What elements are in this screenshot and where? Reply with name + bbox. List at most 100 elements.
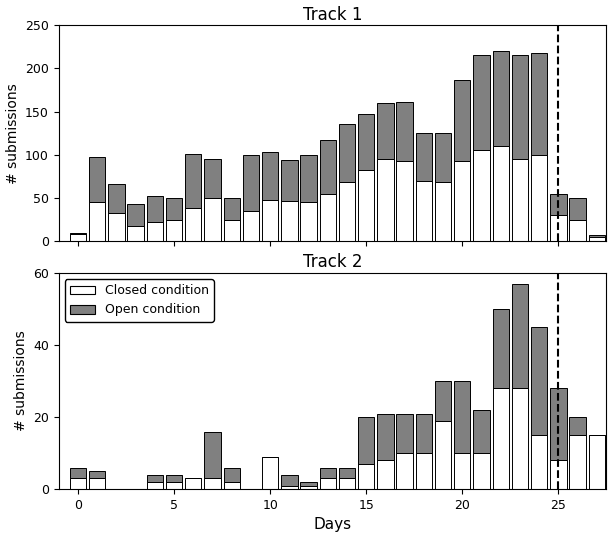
Bar xyxy=(416,414,432,453)
Bar xyxy=(243,211,259,241)
Bar xyxy=(589,235,605,237)
Bar xyxy=(589,237,605,241)
Bar xyxy=(435,182,451,241)
Bar xyxy=(319,468,336,478)
Bar xyxy=(127,204,144,226)
Bar xyxy=(70,235,86,241)
Bar xyxy=(339,478,355,489)
Bar xyxy=(493,51,509,146)
Bar xyxy=(223,468,240,482)
Legend: Closed condition, Open condition: Closed condition, Open condition xyxy=(65,279,214,322)
Bar xyxy=(473,151,490,241)
Bar xyxy=(454,81,471,161)
Bar xyxy=(473,410,490,453)
Bar xyxy=(454,161,471,241)
Bar xyxy=(147,222,163,241)
Bar xyxy=(223,220,240,241)
Bar xyxy=(262,152,278,200)
Bar xyxy=(416,181,432,241)
Bar xyxy=(147,475,163,482)
Bar xyxy=(531,435,547,489)
Bar xyxy=(550,215,567,241)
Bar xyxy=(531,155,547,241)
Bar xyxy=(204,198,221,241)
Bar xyxy=(185,208,201,241)
Bar xyxy=(435,381,451,421)
Bar xyxy=(512,55,528,159)
Bar xyxy=(569,417,586,435)
Bar xyxy=(300,482,317,486)
Bar xyxy=(319,478,336,489)
Bar xyxy=(550,461,567,489)
Bar xyxy=(204,478,221,489)
Bar xyxy=(339,468,355,478)
Bar xyxy=(377,414,394,461)
Bar xyxy=(281,160,297,201)
Bar xyxy=(339,182,355,241)
Y-axis label: # submissions: # submissions xyxy=(6,83,20,183)
Bar xyxy=(243,155,259,211)
Bar xyxy=(300,155,317,202)
Bar xyxy=(377,103,394,159)
Bar xyxy=(166,482,182,489)
Bar xyxy=(147,482,163,489)
Bar xyxy=(89,158,105,202)
Bar xyxy=(435,133,451,182)
Bar xyxy=(512,284,528,388)
Bar xyxy=(281,201,297,241)
Bar xyxy=(204,159,221,198)
Bar xyxy=(397,453,413,489)
Bar xyxy=(493,388,509,489)
Bar xyxy=(185,154,201,208)
Bar xyxy=(377,461,394,489)
Bar xyxy=(262,457,278,489)
Bar xyxy=(473,453,490,489)
Bar xyxy=(416,453,432,489)
Bar xyxy=(339,124,355,182)
Bar xyxy=(358,171,375,241)
Bar xyxy=(416,133,432,181)
Bar xyxy=(358,417,375,464)
Bar xyxy=(70,468,86,478)
Bar xyxy=(493,309,509,388)
Bar xyxy=(454,453,471,489)
Bar xyxy=(166,220,182,241)
Bar xyxy=(435,421,451,489)
Title: Track 2: Track 2 xyxy=(303,253,362,272)
Bar xyxy=(70,478,86,489)
Bar xyxy=(89,471,105,478)
Bar xyxy=(397,161,413,241)
Bar xyxy=(550,388,567,461)
Bar xyxy=(70,232,86,235)
Bar xyxy=(89,202,105,241)
Bar xyxy=(281,486,297,489)
Bar xyxy=(89,478,105,489)
Bar xyxy=(569,198,586,220)
Bar xyxy=(204,431,221,478)
Bar xyxy=(397,102,413,161)
Bar xyxy=(454,381,471,453)
Bar xyxy=(319,140,336,194)
Bar xyxy=(281,475,297,486)
Bar xyxy=(223,482,240,489)
Bar xyxy=(512,159,528,241)
Bar xyxy=(185,478,201,489)
Bar xyxy=(397,414,413,453)
Bar xyxy=(262,200,278,241)
Title: Track 1: Track 1 xyxy=(303,5,362,24)
Bar xyxy=(569,435,586,489)
Bar xyxy=(531,53,547,155)
Bar xyxy=(223,198,240,220)
Bar xyxy=(319,194,336,241)
Bar xyxy=(569,220,586,241)
Bar xyxy=(589,435,605,489)
Bar xyxy=(108,213,124,241)
Bar xyxy=(493,146,509,241)
Bar xyxy=(377,159,394,241)
X-axis label: Days: Days xyxy=(313,518,352,533)
Bar xyxy=(550,194,567,215)
Bar xyxy=(531,327,547,435)
Bar xyxy=(300,202,317,241)
Bar xyxy=(512,388,528,489)
Bar xyxy=(108,184,124,213)
